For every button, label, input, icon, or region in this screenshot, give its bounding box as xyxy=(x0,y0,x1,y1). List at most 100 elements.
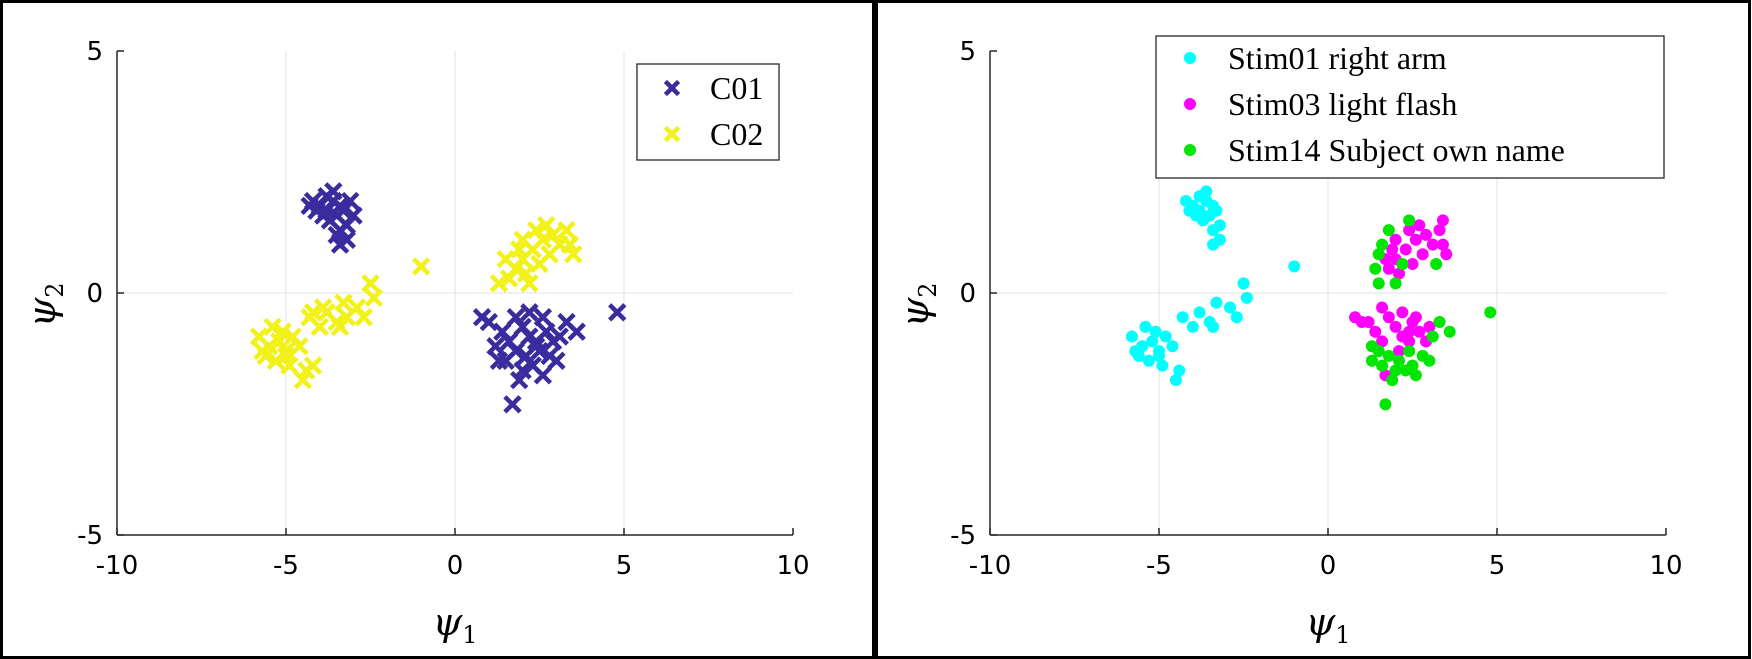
legend-item: C01 xyxy=(663,70,763,106)
legend-box xyxy=(636,63,780,161)
data-point xyxy=(317,201,336,220)
data-point xyxy=(557,220,576,240)
legend-item: C02 xyxy=(663,116,763,152)
data-point xyxy=(1403,224,1416,237)
y-tick-label: 5 xyxy=(86,37,103,67)
data-point xyxy=(503,395,522,414)
data-point xyxy=(1409,369,1422,382)
x-axis-label: ψ1 xyxy=(1305,600,1350,649)
legend-box xyxy=(1155,35,1665,179)
data-point xyxy=(1403,335,1416,348)
left-panel-frame xyxy=(0,0,875,659)
data-point xyxy=(1409,311,1422,324)
legend-marker xyxy=(1184,144,1196,156)
data-point xyxy=(1433,316,1446,329)
x-axis-label: ψ1 xyxy=(432,600,477,649)
data-point xyxy=(1223,301,1236,314)
data-point xyxy=(344,206,363,225)
data-point xyxy=(1436,214,1449,227)
legend-item: Stim03 light flash xyxy=(1184,86,1457,122)
data-point xyxy=(1365,354,1378,367)
data-point xyxy=(1372,277,1385,290)
data-point xyxy=(1125,330,1138,343)
data-point xyxy=(550,327,569,346)
data-point xyxy=(1389,364,1402,377)
data-point xyxy=(1423,320,1436,333)
data-point xyxy=(1207,238,1220,251)
data-point xyxy=(310,317,329,337)
data-point xyxy=(1210,296,1223,309)
data-point xyxy=(1443,325,1456,338)
data-point xyxy=(533,366,553,385)
data-point xyxy=(1210,204,1223,217)
data-point xyxy=(496,249,515,269)
data-point xyxy=(290,337,309,356)
data-point xyxy=(1139,320,1152,333)
data-point xyxy=(1409,233,1422,246)
data-point xyxy=(1237,277,1250,290)
legend-item: Stim01 right arm xyxy=(1184,40,1447,76)
data-point xyxy=(1403,214,1416,227)
data-point xyxy=(1193,306,1206,319)
data-point xyxy=(1440,248,1453,261)
data-point xyxy=(489,274,509,293)
data-point xyxy=(1230,311,1243,324)
data-point xyxy=(1153,349,1165,362)
right-panel-frame xyxy=(875,0,1751,659)
data-point xyxy=(1288,260,1301,273)
data-point xyxy=(1413,219,1426,232)
data-point xyxy=(1416,248,1429,261)
data-point xyxy=(608,303,627,322)
data-point xyxy=(1240,291,1253,304)
data-point xyxy=(1156,359,1169,372)
series-3 xyxy=(1365,214,1497,411)
data-point xyxy=(1386,374,1399,387)
data-point xyxy=(1484,306,1497,319)
data-point xyxy=(1183,204,1196,217)
data-point xyxy=(1396,306,1409,319)
legend-marker xyxy=(663,125,681,143)
data-point xyxy=(1389,320,1402,333)
data-point xyxy=(1382,262,1395,275)
legend-label: Stim14 Subject own name xyxy=(1228,132,1565,168)
data-point xyxy=(547,351,566,370)
data-point xyxy=(1423,354,1436,367)
legend-item: Stim14 Subject own name xyxy=(1184,132,1565,168)
x-tick-label: -10 xyxy=(96,551,138,581)
y-tick-label: 0 xyxy=(86,279,103,309)
data-point xyxy=(1392,345,1405,358)
data-point xyxy=(1382,349,1395,362)
data-point xyxy=(347,298,367,317)
data-point xyxy=(361,274,380,293)
data-point xyxy=(412,257,431,276)
data-point xyxy=(486,337,505,356)
data-point xyxy=(334,293,353,312)
x-tick-label: 10 xyxy=(1649,551,1682,581)
data-point xyxy=(520,274,539,293)
data-point xyxy=(537,216,556,235)
data-point xyxy=(1176,311,1189,324)
data-point xyxy=(1159,330,1172,343)
y-axis-label: ψ2 xyxy=(893,282,942,327)
x-tick-label: -10 xyxy=(969,551,1011,581)
data-point xyxy=(1420,228,1433,241)
data-point xyxy=(303,356,323,375)
data-point xyxy=(1382,311,1395,324)
y-tick-label: 0 xyxy=(959,279,976,309)
data-point xyxy=(520,303,539,322)
data-point xyxy=(489,351,509,370)
data-point xyxy=(1430,257,1443,270)
data-point xyxy=(1169,374,1182,387)
data-point xyxy=(1392,267,1405,280)
y-tick-label: -5 xyxy=(77,521,103,551)
data-point xyxy=(1376,301,1389,314)
data-point xyxy=(1146,335,1159,348)
data-point xyxy=(1207,224,1220,237)
data-point xyxy=(276,346,296,366)
data-point xyxy=(1193,204,1206,217)
data-point xyxy=(293,370,313,390)
data-point xyxy=(526,337,546,356)
data-point xyxy=(510,240,529,259)
data-point xyxy=(1379,398,1392,411)
data-point xyxy=(1396,257,1409,270)
